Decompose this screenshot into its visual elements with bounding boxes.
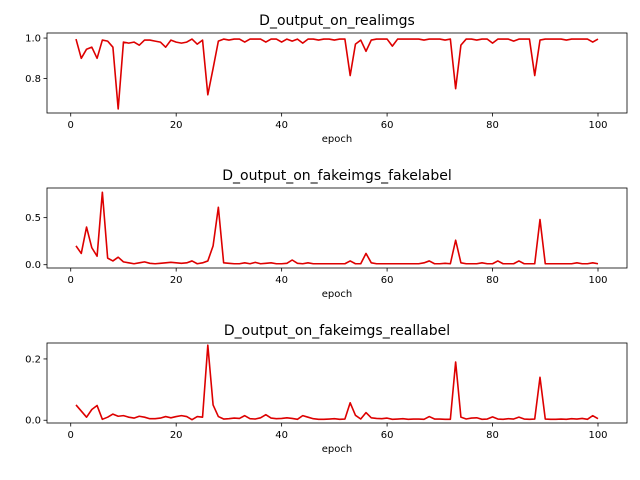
plot-frame: [46, 342, 628, 424]
x-tick-label: 80: [486, 120, 499, 131]
series-line: [75, 344, 599, 421]
series-line: [75, 191, 599, 265]
x-tick-label: 100: [588, 430, 607, 441]
x-axis-label: epoch: [322, 444, 352, 455]
x-axis-label: epoch: [322, 134, 352, 145]
y-tick-label: 0.0: [25, 260, 41, 271]
x-tick-label: 40: [275, 120, 288, 131]
x-tick-label: 40: [275, 275, 288, 286]
y-tick-label: 0.8: [25, 74, 41, 85]
x-tick-label: 60: [381, 275, 394, 286]
y-tick-label: 0.5: [25, 213, 41, 224]
x-tick-label: 0: [68, 430, 74, 441]
y-tick-label: 0.2: [25, 354, 41, 365]
y-tick-label: 0.0: [25, 416, 41, 427]
plot-frame: [46, 187, 628, 269]
x-tick-label: 20: [170, 120, 183, 131]
y-tick-label: 1.0: [25, 34, 41, 45]
chart-panel-2: D_output_on_fakeimgs_fakelabel 0 20 40 60 80 1…: [25, 168, 628, 300]
chart-title: D_output_on_fakeimgs_reallabel: [224, 323, 450, 339]
x-tick-label: 60: [381, 430, 394, 441]
x-tick-label: 0: [68, 275, 74, 286]
chart-title: D_output_on_realimgs: [259, 13, 415, 29]
x-tick-label: 20: [170, 275, 183, 286]
chart-panel-1: D_output_on_realimgs 0 20 40 60 80 100 0.8 1.0 ep…: [25, 13, 628, 145]
x-tick-label: 80: [486, 430, 499, 441]
chart-panel-3: D_output_on_fakeimgs_reallabel 0 20 40 60 80 1…: [25, 323, 628, 455]
x-tick-label: 100: [588, 275, 607, 286]
x-tick-label: 20: [170, 430, 183, 441]
plot-frame: [46, 32, 628, 114]
chart-title: D_output_on_fakeimgs_fakelabel: [222, 168, 451, 184]
x-tick-label: 60: [381, 120, 394, 131]
x-tick-label: 80: [486, 275, 499, 286]
x-tick-label: 100: [588, 120, 607, 131]
x-tick-label: 0: [68, 120, 74, 131]
x-axis-label: epoch: [322, 289, 352, 300]
series-line: [75, 38, 599, 110]
x-tick-label: 40: [275, 430, 288, 441]
